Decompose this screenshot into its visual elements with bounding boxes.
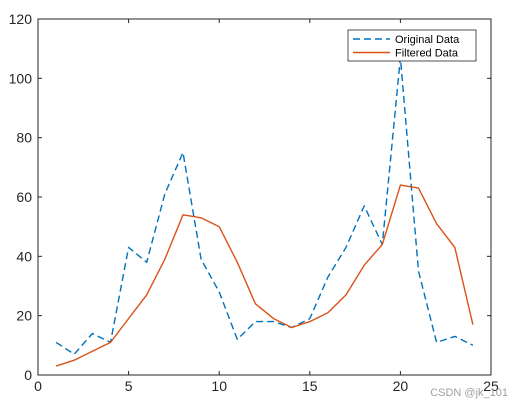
- x-tick-label: 15: [302, 378, 318, 394]
- x-tick-label: 25: [483, 378, 499, 394]
- series-line-filtered-data: [55, 184, 474, 367]
- x-tick-label: 5: [125, 378, 133, 394]
- x-tick-label: 0: [34, 378, 42, 394]
- plot-area-box: [37, 18, 492, 376]
- x-tick-label: 10: [211, 378, 227, 394]
- y-tick-label: 20: [16, 308, 32, 324]
- y-tick-label: 40: [16, 248, 32, 264]
- legend: Original Data Filtered Data: [347, 29, 477, 62]
- plot-lines: [55, 56, 474, 367]
- y-tick-label: 0: [24, 367, 32, 383]
- legend-box: [347, 29, 477, 62]
- legend-label: Filtered Data: [395, 48, 459, 60]
- y-tick-label: 80: [16, 130, 32, 146]
- series-line-original-data: [55, 56, 474, 355]
- y-tick-label: 120: [9, 11, 33, 27]
- x-tick-label: 20: [393, 378, 409, 394]
- y-tick-label: 100: [9, 70, 33, 86]
- y-tick-label: 60: [16, 189, 32, 205]
- watermark-text: CSDN @jk_101: [430, 387, 508, 399]
- axes: 0 5 10 15 20 25 0 20 40 60 80 100 120: [9, 11, 499, 394]
- legend-label: Original Data: [395, 34, 460, 46]
